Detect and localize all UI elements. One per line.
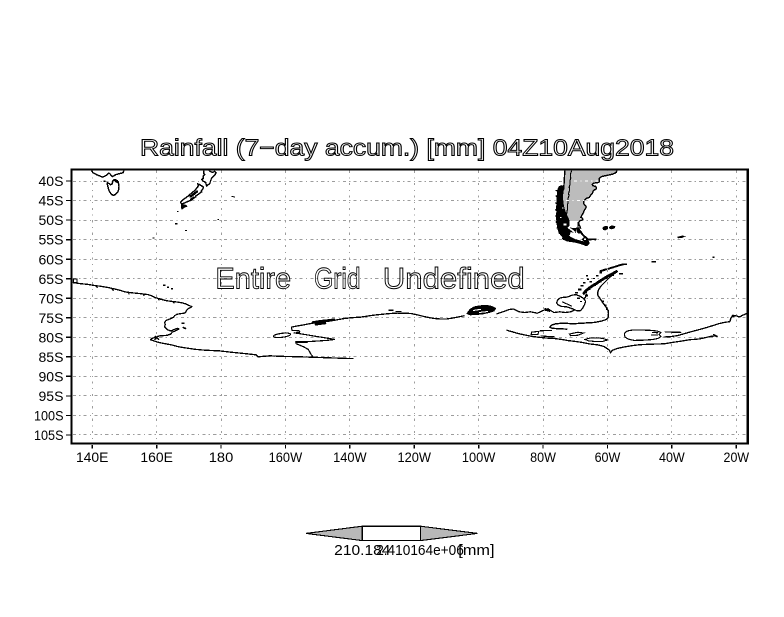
svg-text:60S: 60S — [39, 251, 64, 267]
svg-text:80S: 80S — [39, 329, 64, 345]
svg-text:40S: 40S — [39, 173, 64, 189]
svg-text:55S: 55S — [39, 232, 64, 248]
svg-text:Grid: Grid — [314, 262, 361, 295]
svg-text:140W: 140W — [333, 449, 367, 465]
svg-text:65S: 65S — [39, 271, 64, 287]
svg-text:2.410164e+06: 2.410164e+06 — [376, 543, 464, 559]
svg-text:100W: 100W — [462, 449, 496, 465]
svg-text:210.184: 210.184 — [334, 543, 390, 559]
svg-text:105S: 105S — [34, 427, 64, 443]
svg-text:50S: 50S — [39, 212, 64, 228]
svg-text:140E: 140E — [76, 449, 109, 465]
svg-text:60W: 60W — [595, 449, 621, 465]
svg-text:Undefined: Undefined — [383, 262, 525, 295]
svg-text:180: 180 — [209, 449, 234, 465]
svg-text:90S: 90S — [39, 368, 64, 384]
svg-text:75S: 75S — [39, 310, 64, 326]
svg-text:85S: 85S — [39, 349, 64, 365]
svg-text:95S: 95S — [39, 388, 64, 404]
svg-text:160E: 160E — [140, 449, 173, 465]
svg-text:20W: 20W — [724, 449, 750, 465]
svg-text:[mm]: [mm] — [458, 543, 494, 559]
svg-text:45S: 45S — [39, 193, 64, 209]
svg-text:70S: 70S — [39, 290, 64, 306]
svg-text:160W: 160W — [269, 449, 303, 465]
svg-text:40W: 40W — [659, 449, 685, 465]
svg-text:120W: 120W — [398, 449, 432, 465]
svg-text:Entire: Entire — [215, 262, 291, 295]
svg-text:Rainfall (7−day accum.) [mm] 0: Rainfall (7−day accum.) [mm] 04Z10Aug201… — [140, 134, 674, 160]
svg-text:80W: 80W — [530, 449, 556, 465]
svg-text:100S: 100S — [34, 408, 64, 424]
